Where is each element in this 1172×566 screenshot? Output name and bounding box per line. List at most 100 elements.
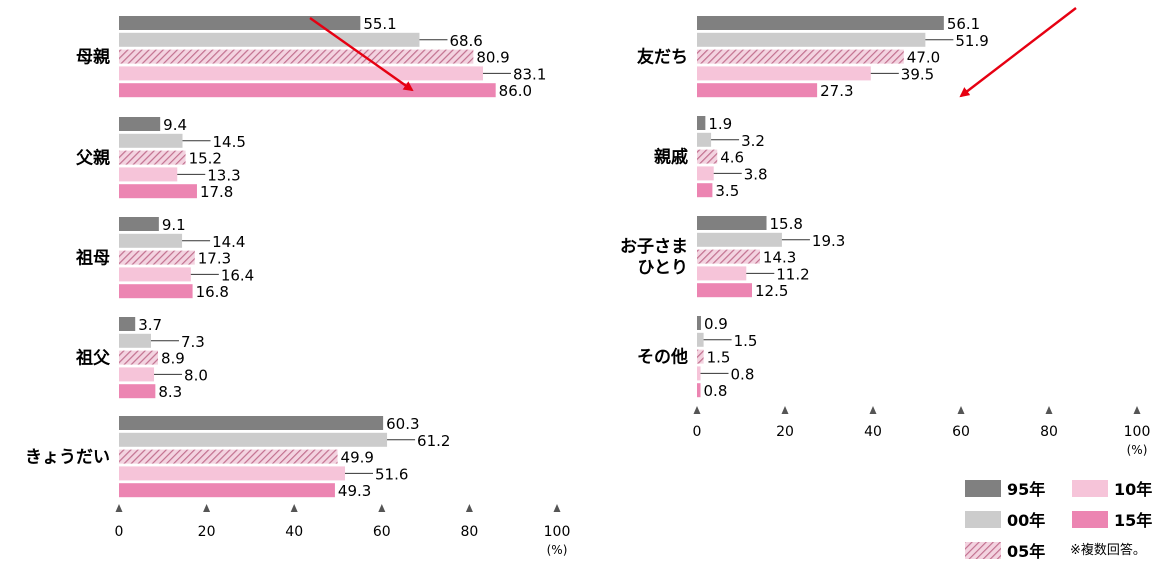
tick-mark: [781, 406, 789, 414]
data-label: 0.9: [704, 315, 728, 333]
bar-00年: [119, 133, 183, 148]
legend-label: 05年: [1007, 542, 1045, 561]
category-label: お子さまひとり: [620, 237, 688, 278]
data-label: 14.5: [213, 133, 246, 151]
bar-95年: [697, 216, 767, 230]
bar-10年: [119, 267, 191, 282]
legend-label: 00年: [1007, 511, 1045, 530]
bar-00年: [119, 432, 388, 447]
tick-mark: [378, 504, 386, 512]
bar-95年: [119, 117, 161, 131]
data-label: 55.1: [363, 15, 396, 33]
legend-label: 15年: [1114, 511, 1152, 530]
data-label: 3.7: [138, 316, 162, 334]
tick-mark: [1133, 406, 1141, 414]
category-label: その他: [637, 347, 688, 368]
tick-label: 100: [544, 524, 571, 540]
tick-label: 60: [373, 524, 391, 540]
bar-15年: [697, 183, 713, 198]
data-label: 8.3: [158, 383, 182, 401]
bar-00年: [119, 333, 151, 348]
bar-15年: [697, 83, 818, 98]
bar-15年: [119, 483, 335, 498]
bar-10年: [697, 366, 701, 381]
bar-00年: [119, 32, 420, 47]
category-label: 友だち: [637, 47, 688, 68]
bar-10年: [119, 367, 155, 382]
data-label: 49.3: [338, 482, 371, 500]
data-label: 47.0: [907, 49, 940, 67]
data-label: 3.2: [741, 132, 765, 150]
bar-05年: [119, 350, 158, 365]
bar-05年: [697, 349, 704, 364]
data-label: 11.2: [776, 265, 809, 283]
tick-label: 60: [952, 424, 970, 440]
bar-05年: [119, 49, 474, 64]
data-label: 3.8: [744, 165, 768, 183]
data-label: 27.3: [820, 82, 853, 100]
data-label: 4.6: [720, 149, 744, 167]
data-label: 80.9: [476, 49, 509, 67]
tick-label: 40: [285, 524, 303, 540]
tick-mark: [869, 406, 877, 414]
tick-label: 100: [1124, 424, 1151, 440]
data-label: 14.3: [763, 249, 796, 267]
tick-mark: [957, 406, 965, 414]
bar-15年: [697, 383, 701, 398]
bar-05年: [697, 149, 718, 164]
bar-05年: [697, 249, 760, 264]
bar-05年: [119, 250, 195, 265]
data-label: 15.2: [189, 150, 222, 168]
data-label: 49.9: [341, 449, 374, 467]
data-label: 19.3: [812, 232, 845, 250]
bar-95年: [697, 116, 706, 130]
legend-swatch: [965, 480, 1001, 497]
bar-00年: [697, 32, 926, 47]
data-label: 68.6: [449, 32, 482, 50]
tick-mark: [693, 406, 701, 414]
bar-00年: [697, 232, 782, 247]
bar-95年: [119, 317, 136, 331]
tick-label: 80: [460, 524, 478, 540]
unit-label: (%): [547, 543, 568, 557]
right-chart: 友だち 56.151.9 47.039.5 27.3 親戚 1.9 3.24.63.8 3.5…: [620, 7, 1151, 457]
data-label: 8.0: [184, 366, 208, 384]
category-label: 祖母: [75, 248, 110, 269]
bar-15年: [119, 83, 496, 98]
trend-arrow: [309, 17, 414, 92]
legend-swatch: [1072, 511, 1108, 528]
data-label: 51.6: [375, 465, 408, 483]
bar-10年: [697, 266, 747, 281]
tick-mark: [553, 504, 561, 512]
category-label: 母親: [76, 47, 110, 68]
data-label: 1.5: [734, 332, 758, 350]
data-label: 51.9: [955, 32, 988, 50]
bar-95年: [697, 16, 944, 30]
category-label: 親戚: [654, 147, 688, 168]
bar-95年: [119, 16, 361, 30]
data-label: 1.9: [708, 115, 732, 133]
tick-label: 0: [115, 524, 124, 540]
footnote: ※複数回答。: [1070, 542, 1146, 558]
bar-15年: [119, 384, 156, 399]
tick-label: 20: [198, 524, 216, 540]
bar-95年: [697, 316, 701, 330]
data-label: 56.1: [947, 15, 980, 33]
data-label: 86.0: [499, 82, 532, 100]
legend-swatch: [1072, 480, 1108, 497]
bar-10年: [119, 167, 178, 182]
data-label: 9.1: [162, 216, 186, 234]
left-chart: 母親55.168.680.983.186.0父親9.414.515.213.31…: [25, 15, 570, 557]
data-label: 0.8: [731, 365, 755, 383]
bar-00年: [119, 233, 183, 248]
trend-arrow: [959, 7, 1077, 98]
data-label: 61.2: [417, 432, 450, 450]
tick-label: 80: [1040, 424, 1058, 440]
data-label: 15.8: [770, 215, 803, 233]
data-label: 16.4: [221, 266, 254, 284]
legend-swatch: [965, 542, 1001, 559]
tick-mark: [290, 504, 298, 512]
bar-15年: [119, 284, 193, 299]
data-label: 12.5: [755, 282, 788, 300]
